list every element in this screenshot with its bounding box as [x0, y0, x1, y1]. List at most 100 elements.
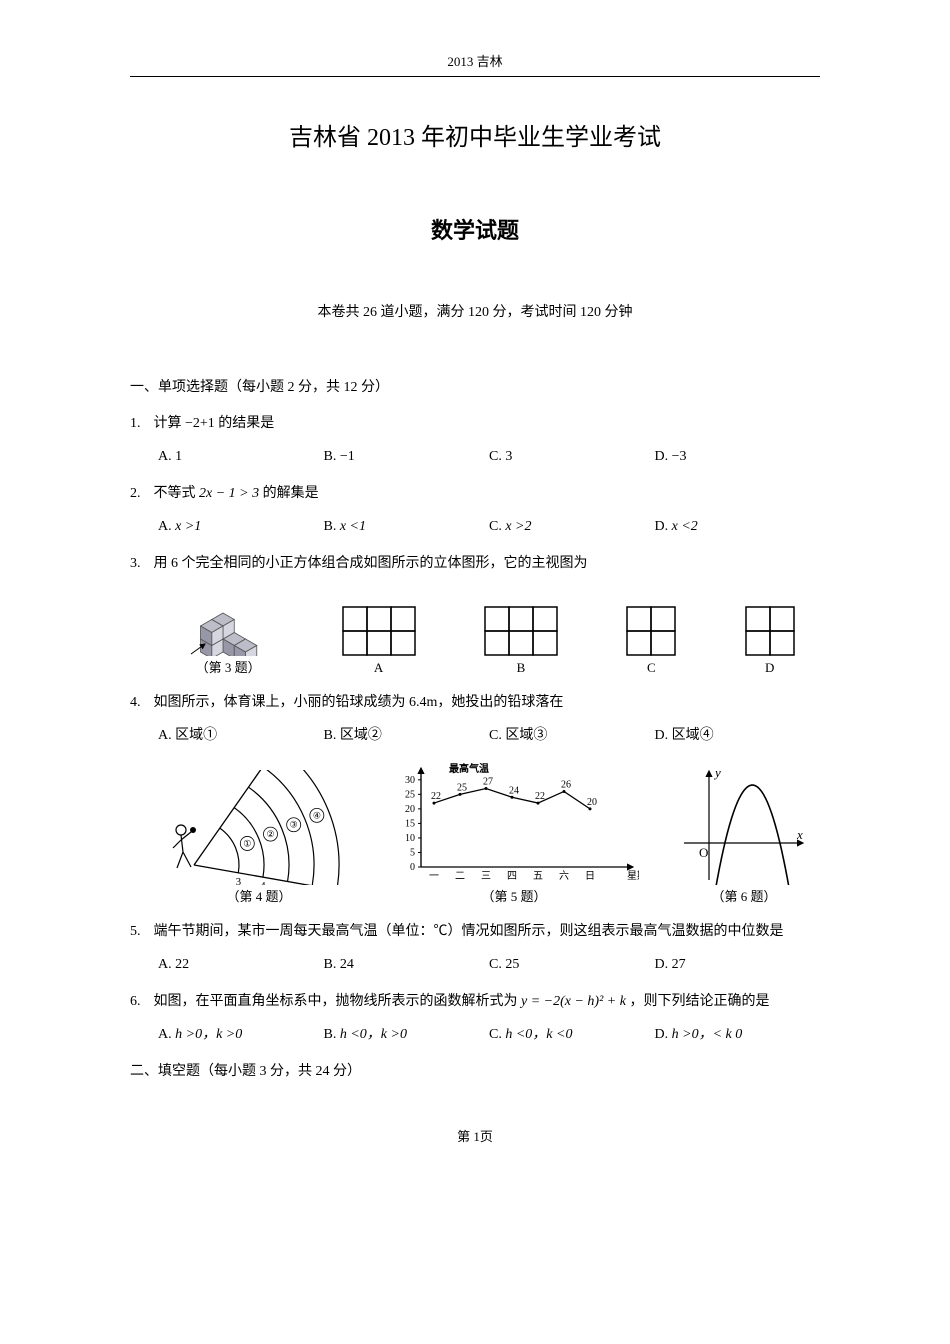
q3-opt-a-fig: A — [342, 606, 416, 679]
question-4: 4. 如图所示，体育课上，小丽的铅球成绩为 6.4m，她投出的铅球落在 — [130, 690, 820, 715]
q1-opt-a: A. 1 — [158, 444, 324, 469]
isometric-icon — [183, 584, 273, 656]
svg-text:一: 一 — [429, 871, 439, 882]
q2-options: A. x >1 B. x <1 C. x >2 D. x <2 — [130, 514, 820, 539]
q4-text: 如图所示，体育课上，小丽的铅球成绩为 6.4m，她投出的铅球落在 — [154, 695, 564, 710]
fig5: 051015202530一二三四五六日星期最高气温22252724222620 … — [389, 760, 639, 908]
fig-row-456: 34567①②③④ （第 4 题） 051015202530一二三四五六日星期最… — [158, 760, 820, 908]
q6-text-pre: 如图，在平面直角坐标系中，抛物线所表示的函数解析式为 — [154, 994, 522, 1009]
svg-text:二: 二 — [455, 871, 465, 882]
svg-text:22: 22 — [535, 791, 545, 802]
svg-text:三: 三 — [481, 871, 491, 882]
q1-options: A. 1 B. −1 C. 3 D. −3 — [130, 444, 820, 469]
svg-text:25: 25 — [405, 790, 415, 801]
q4-opt-b: B. 区域② — [324, 723, 490, 748]
svg-text:22: 22 — [431, 791, 441, 802]
exam-title: 吉林省 2013 年初中毕业生学业考试 — [130, 117, 820, 160]
q2-opt-c: C. x >2 — [489, 514, 655, 539]
q4-opt-c: C. 区域③ — [489, 723, 655, 748]
q6-math: y = −2(x − h)² + k — [521, 994, 626, 1009]
q3-opt-d-fig: D — [745, 606, 795, 679]
q5-opt-c: C. 25 — [489, 952, 655, 977]
q3-opt-c-fig: C — [626, 606, 676, 679]
svg-text:③: ③ — [290, 820, 298, 830]
q3-fig-label: （第 3 题） — [183, 656, 273, 679]
svg-text:25: 25 — [457, 783, 467, 794]
q3-figure-row: （第 3 题） A B C D — [158, 584, 820, 679]
q3-opt-c-label: C — [626, 656, 676, 679]
svg-text:六: 六 — [559, 870, 569, 882]
svg-text:y: y — [713, 765, 721, 780]
svg-text:日: 日 — [585, 871, 595, 882]
exam-meta: 本卷共 26 道小题，满分 120 分，考试时间 120 分钟 — [130, 300, 820, 325]
q3-opt-b-label: B — [484, 656, 558, 679]
svg-text:O: O — [699, 845, 708, 860]
q1-text: 计算 −2+1 的结果是 — [154, 416, 275, 431]
svg-text:26: 26 — [561, 780, 571, 791]
fig4-label: （第 4 题） — [169, 885, 349, 908]
q4-opt-a: A. 区域① — [158, 723, 324, 748]
q1-opt-b: B. −1 — [324, 444, 490, 469]
q3-opt-d-label: D — [745, 656, 795, 679]
q6-opt-c: C. h <0，k <0 — [489, 1022, 655, 1047]
svg-text:0: 0 — [410, 862, 415, 873]
grid-b-icon — [484, 606, 558, 656]
q6-num: 6. — [130, 989, 150, 1014]
q6-opt-a: A. h >0，k >0 — [158, 1022, 324, 1047]
svg-text:四: 四 — [507, 871, 517, 882]
q2-opt-b: B. x <1 — [324, 514, 490, 539]
q3-text: 用 6 个完全相同的小正方体组合成如图所示的立体图形，它的主视图为 — [154, 556, 588, 571]
page-footer: 第 1页 — [130, 1125, 820, 1148]
q3-isometric: （第 3 题） — [183, 584, 273, 679]
temperature-line-chart: 051015202530一二三四五六日星期最高气温22252724222620 — [389, 760, 639, 885]
question-6: 6. 如图，在平面直角坐标系中，抛物线所表示的函数解析式为 y = −2(x −… — [130, 989, 820, 1014]
question-5: 5. 端午节期间，某市一周每天最高气温（单位：℃）情况如图所示，则这组表示最高气… — [130, 919, 820, 944]
svg-text:10: 10 — [405, 833, 415, 844]
q5-opt-a: A. 22 — [158, 952, 324, 977]
section-2-header: 二、填空题（每小题 3 分，共 24 分） — [130, 1059, 820, 1084]
svg-text:15: 15 — [405, 819, 415, 830]
subject-title: 数学试题 — [130, 211, 820, 251]
q4-opt-d: D. 区域④ — [655, 723, 821, 748]
q1-opt-d: D. −3 — [655, 444, 821, 469]
question-1: 1. 计算 −2+1 的结果是 — [130, 411, 820, 436]
fig6-label: （第 6 题） — [679, 885, 809, 908]
q4-num: 4. — [130, 690, 150, 715]
q2-num: 2. — [130, 481, 150, 506]
shotput-sector-icon: 34567①②③④ — [169, 770, 349, 885]
q5-opt-d: D. 27 — [655, 952, 821, 977]
svg-text:20: 20 — [405, 804, 415, 815]
q6-options: A. h >0，k >0 B. h <0，k >0 C. h <0，k <0 D… — [130, 1022, 820, 1047]
q1-num: 1. — [130, 411, 150, 436]
svg-text:星期: 星期 — [627, 870, 639, 882]
q2-opt-d: D. x <2 — [655, 514, 821, 539]
q4-options: A. 区域① B. 区域② C. 区域③ D. 区域④ — [130, 723, 820, 748]
svg-text:27: 27 — [483, 777, 493, 788]
q5-num: 5. — [130, 919, 150, 944]
q3-opt-b-fig: B — [484, 606, 558, 679]
fig4: 34567①②③④ （第 4 题） — [169, 770, 349, 908]
q5-options: A. 22 B. 24 C. 25 D. 27 — [130, 952, 820, 977]
grid-d-icon — [745, 606, 795, 656]
q2-math: 2x − 1 > 3 — [199, 486, 259, 501]
svg-text:30: 30 — [405, 775, 415, 786]
q3-num: 3. — [130, 551, 150, 576]
svg-text:24: 24 — [509, 786, 519, 797]
svg-text:x: x — [796, 827, 803, 842]
svg-text:④: ④ — [313, 811, 321, 821]
svg-text:5: 5 — [410, 848, 415, 859]
q2-text-pre: 不等式 — [154, 486, 200, 501]
svg-text:五: 五 — [533, 871, 543, 882]
parabola-chart: x y O — [679, 765, 809, 885]
q6-opt-b: B. h <0，k >0 — [324, 1022, 490, 1047]
grid-a-icon — [342, 606, 416, 656]
svg-text:3: 3 — [236, 876, 242, 885]
fig5-label: （第 5 题） — [389, 885, 639, 908]
svg-text:②: ② — [266, 829, 274, 839]
q1-opt-c: C. 3 — [489, 444, 655, 469]
svg-text:最高气温: 最高气温 — [449, 762, 489, 775]
running-header: 2013 吉林 — [130, 50, 820, 77]
question-3: 3. 用 6 个完全相同的小正方体组合成如图所示的立体图形，它的主视图为 — [130, 551, 820, 576]
fig6: x y O （第 6 题） — [679, 765, 809, 908]
q2-text-post: 的解集是 — [259, 486, 319, 501]
